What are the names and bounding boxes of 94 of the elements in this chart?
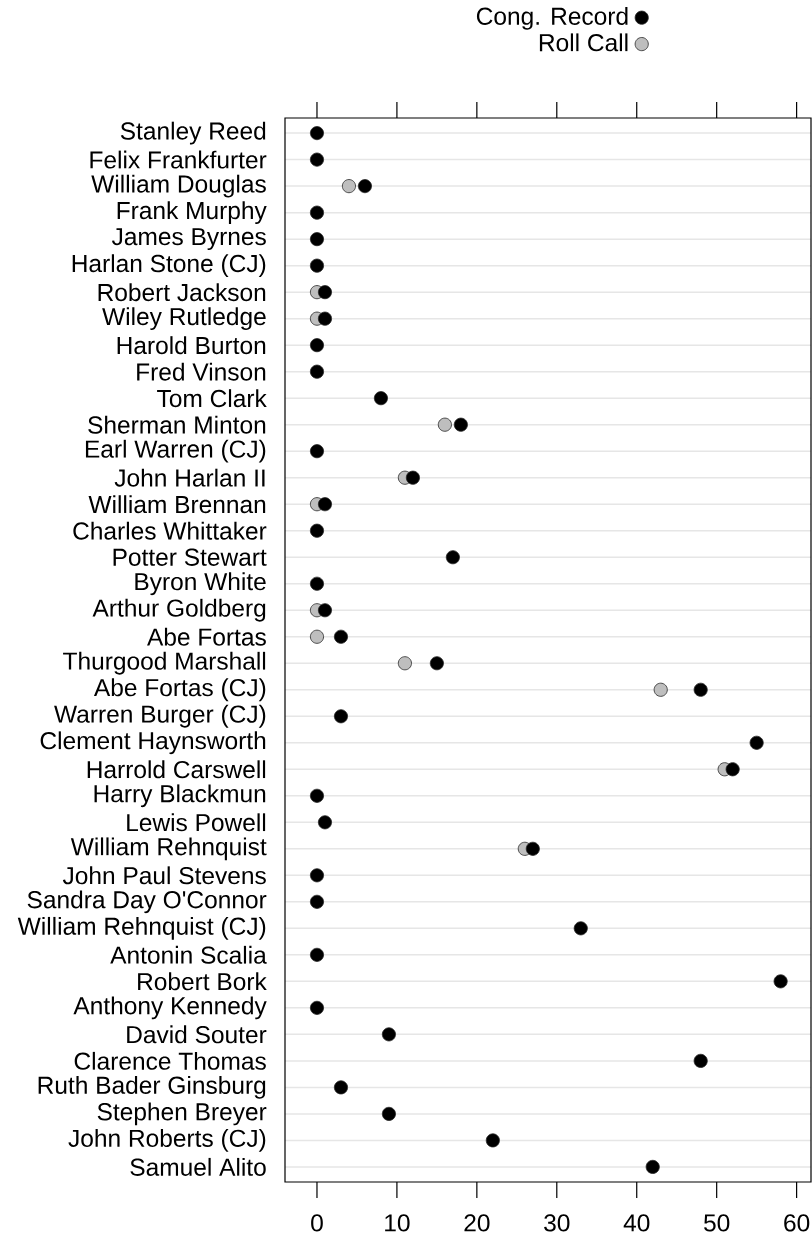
point — [317, 285, 332, 300]
point — [309, 205, 324, 220]
y-tick-label: Byron White — [135, 572, 266, 596]
point — [525, 841, 540, 856]
point — [309, 947, 324, 962]
point — [381, 1106, 396, 1121]
y-tick-label: John Paul Stevens — [62, 866, 266, 885]
point — [309, 258, 324, 273]
y-tick-label: Sherman Minton — [88, 415, 266, 434]
point — [309, 788, 324, 803]
legend-label: Cong. Record — [476, 6, 628, 30]
point — [381, 1027, 396, 1042]
point — [309, 364, 324, 379]
point — [445, 550, 460, 565]
y-tick-label: Warren Burger (CJ) — [54, 704, 266, 728]
point — [397, 656, 412, 671]
point — [309, 232, 324, 247]
point — [309, 152, 324, 167]
y-tick-label: John Harlan II — [114, 468, 265, 487]
point — [333, 629, 348, 644]
point — [573, 921, 588, 936]
point — [333, 1080, 348, 1095]
y-tick-label: William Rehnquist (CJ) — [17, 916, 266, 940]
point — [309, 444, 324, 459]
point — [341, 179, 356, 194]
y-tick-label: Potter Stewart — [113, 548, 267, 566]
point — [429, 656, 444, 671]
x-tick-label: 0 — [311, 1214, 323, 1232]
y-tick-label: William Douglas — [91, 174, 266, 198]
y-tick-label: Anthony Kennedy — [73, 996, 267, 1020]
y-tick-label: Sandra Day O'Connor — [27, 890, 267, 914]
x-tick-label: 50 — [704, 1214, 730, 1232]
point — [773, 974, 788, 989]
y-tick-label: Stanley Reed — [120, 121, 266, 145]
x-tick-label: 60 — [784, 1214, 810, 1232]
point — [309, 126, 324, 141]
y-tick-label: Robert Jackson — [98, 283, 266, 302]
y-tick-label: Tom Clark — [157, 389, 267, 408]
point — [453, 417, 468, 432]
y-tick-label: Clement Haynsworth — [40, 731, 266, 755]
y-tick-label: Harlan Stone (CJ) — [72, 254, 266, 278]
point — [645, 1159, 660, 1174]
y-tick-label: James Byrnes — [111, 228, 266, 251]
y-tick-label: Charles Whittaker — [73, 521, 267, 540]
y-tick-label: David Souter — [127, 1025, 267, 1044]
y-tick-label: Samuel Alito — [130, 1157, 266, 1176]
point — [309, 894, 324, 909]
y-tick-label: Ruth Bader Ginsburg — [38, 1075, 266, 1099]
point — [309, 868, 324, 883]
legend-label: Roll Call — [539, 33, 628, 52]
point — [309, 338, 324, 353]
point — [357, 179, 372, 194]
y-tick-label: Frank Murphy — [117, 201, 267, 225]
point — [317, 603, 332, 618]
point — [405, 470, 420, 485]
point — [485, 1133, 500, 1148]
point — [373, 391, 388, 406]
x-tick-label: 40 — [623, 1214, 650, 1232]
y-tick-label: William Brennan — [88, 495, 266, 514]
y-tick-label: Arthur Goldberg — [92, 598, 266, 622]
point — [725, 762, 740, 777]
point — [437, 417, 452, 432]
point — [309, 576, 324, 591]
y-tick-label: Clarence Thomas — [74, 1051, 266, 1070]
y-tick-label: Earl Warren (CJ) — [85, 439, 266, 463]
y-tick-label: Thurgood Marshall — [63, 651, 266, 675]
y-tick-label: Antonin Scalia — [110, 945, 267, 964]
point — [317, 815, 332, 830]
y-tick-label: Abe Fortas (CJ) — [93, 678, 266, 702]
y-tick-label: Fred Vinson — [137, 362, 266, 381]
point — [309, 523, 324, 538]
y-tick-label: Abe Fortas — [147, 627, 266, 646]
y-tick-label: Harry Blackmun — [94, 784, 266, 808]
point — [653, 682, 668, 697]
point — [309, 1000, 324, 1015]
point — [309, 629, 324, 644]
y-tick-label: John Roberts (CJ) — [68, 1128, 266, 1152]
y-tick-label: Stephen Breyer — [97, 1102, 267, 1126]
point — [317, 497, 332, 512]
point — [333, 709, 348, 724]
point — [693, 1053, 708, 1068]
x-tick-label: 10 — [385, 1214, 410, 1232]
y-tick-label: William Rehnquist — [70, 837, 267, 861]
point — [317, 311, 332, 326]
point — [693, 682, 708, 697]
x-tick-label: 20 — [464, 1214, 490, 1232]
y-tick-label: Robert Bork — [138, 972, 267, 991]
y-tick-label: Harold Burton — [117, 336, 266, 355]
point — [749, 735, 764, 750]
x-tick-label: 30 — [544, 1214, 570, 1232]
y-tick-label: Felix Frankfurter — [90, 150, 267, 169]
y-tick-label: Lewis Powell — [127, 813, 266, 832]
y-tick-label: Harrold Carswell — [87, 760, 266, 779]
y-tick-label: Wiley Rutledge — [102, 307, 266, 331]
